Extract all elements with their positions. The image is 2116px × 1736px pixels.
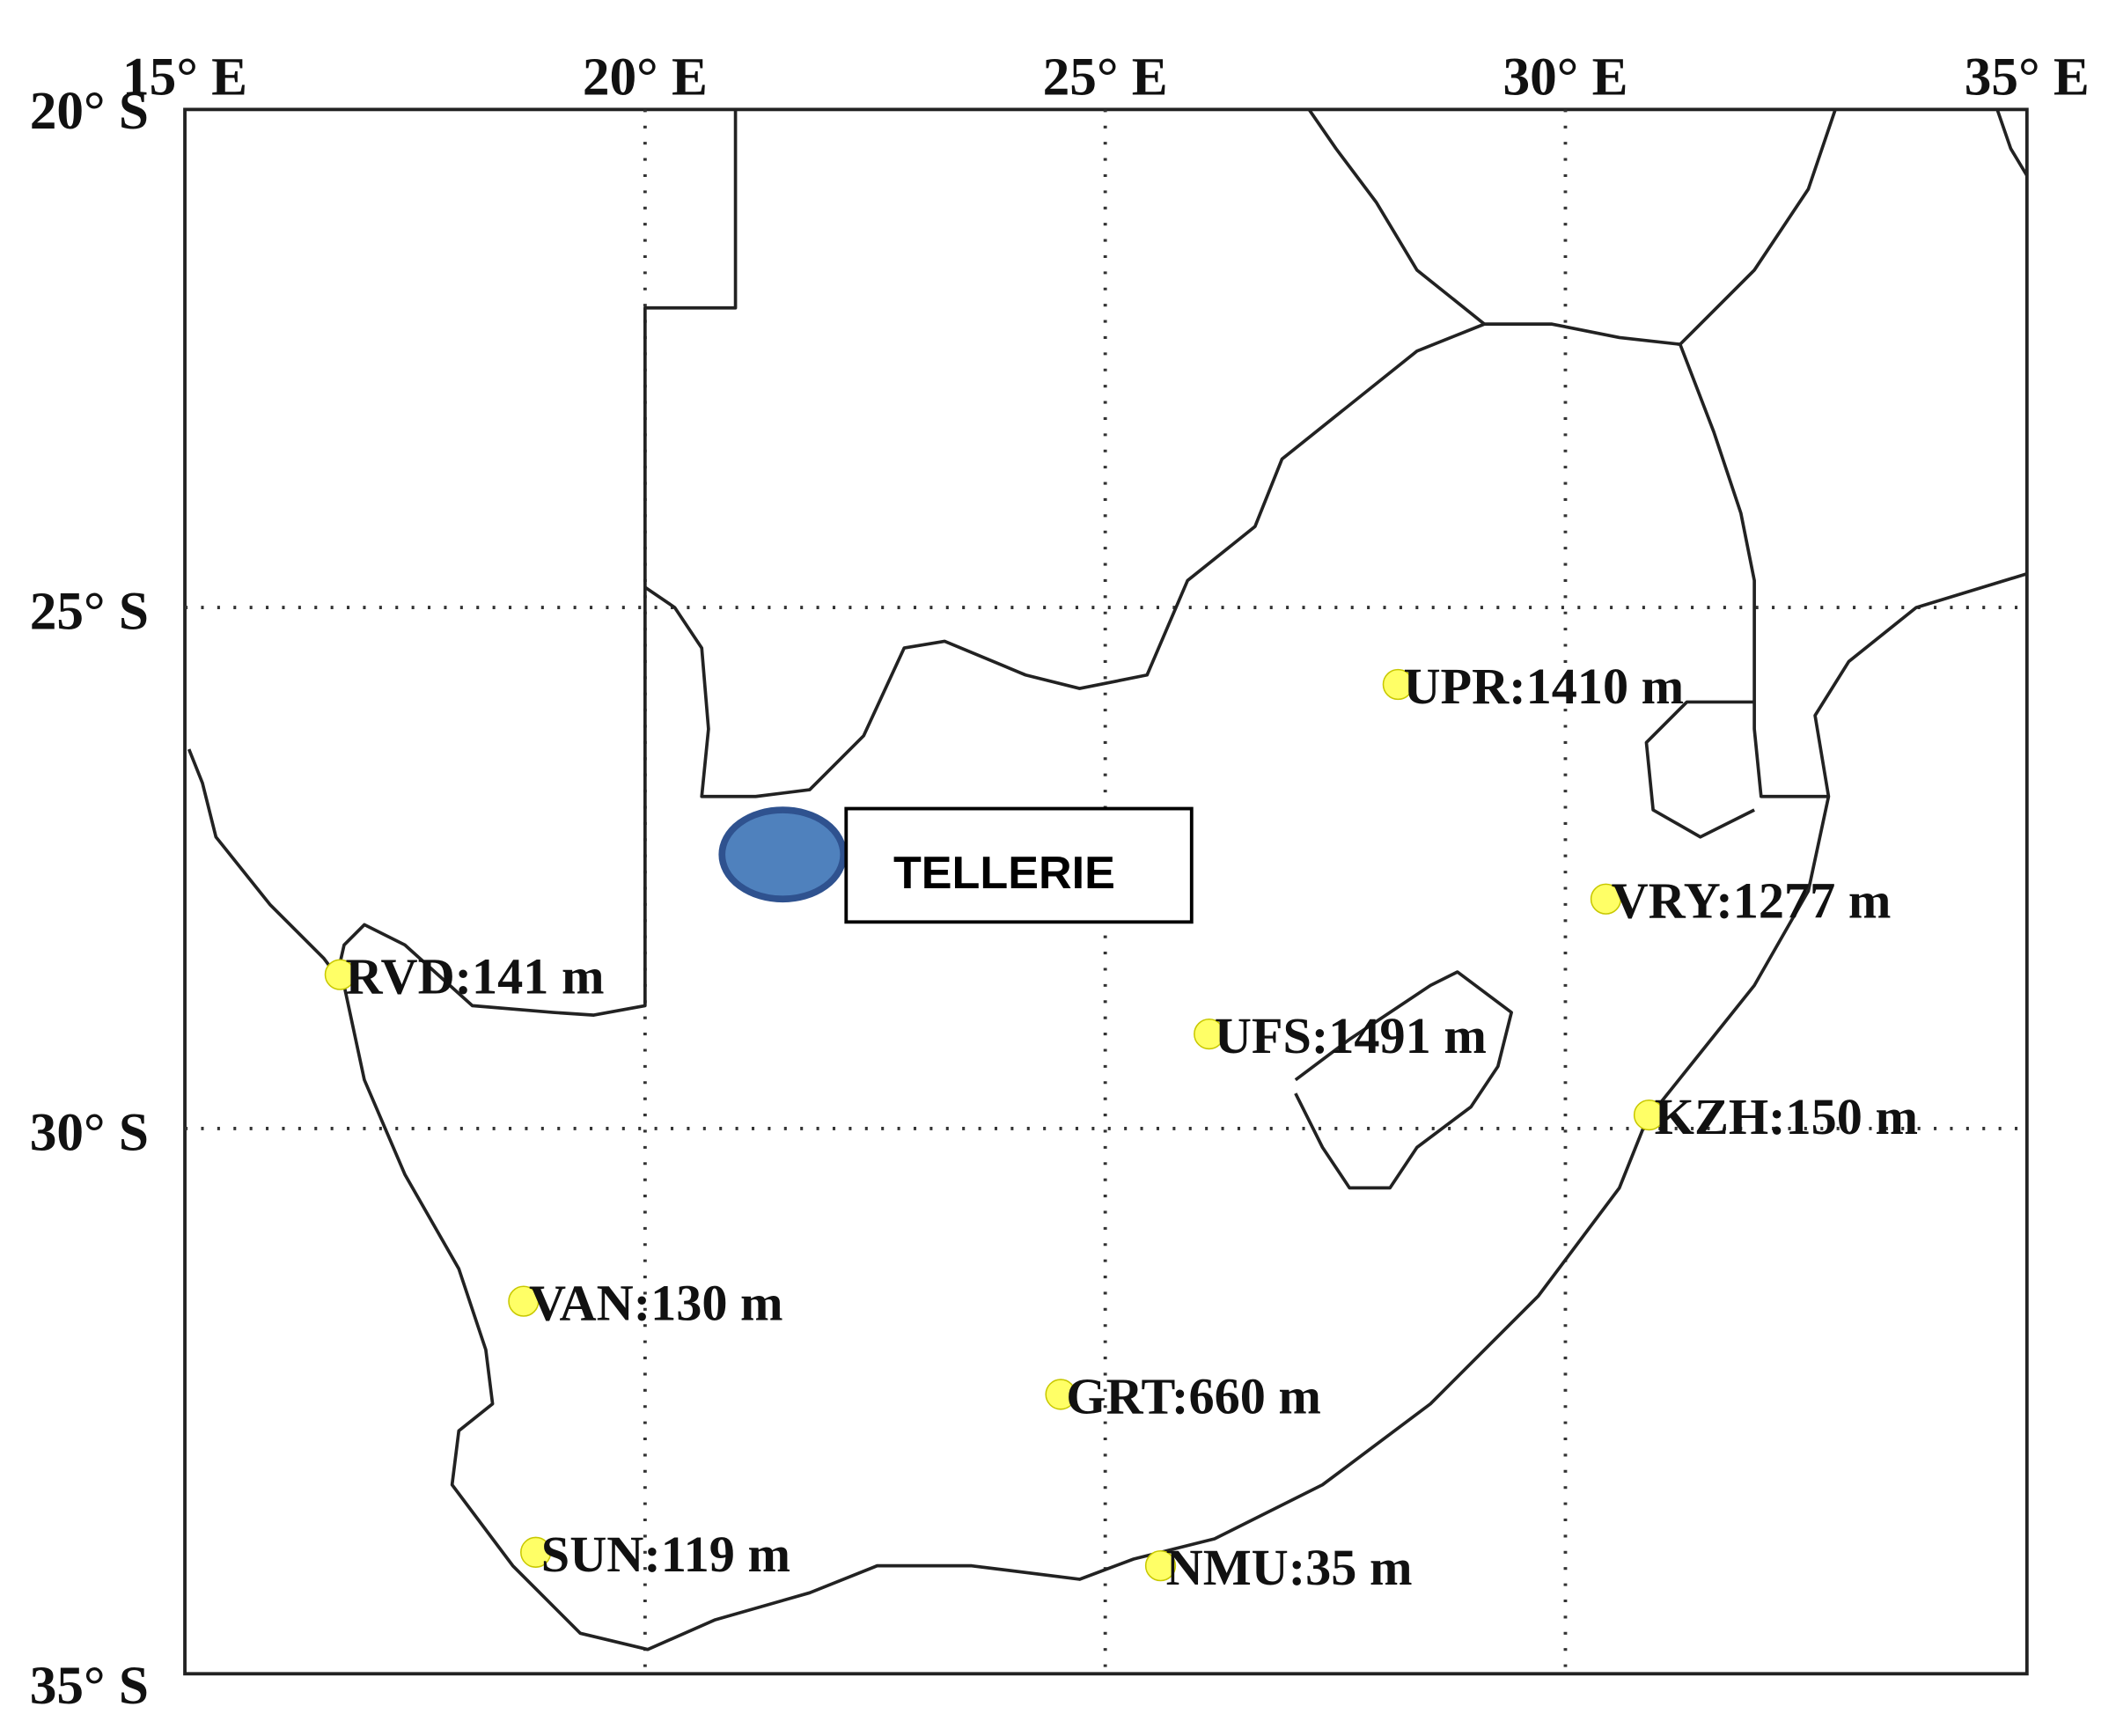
y-tick-label: 35° S [30,1656,149,1716]
station-label: SUN:119 m [541,1526,790,1583]
mozambique-border [1679,343,1829,798]
y-tick-label: 25° S [30,582,149,642]
coastline [187,572,2028,1651]
y-tick-label: 30° S [30,1102,149,1162]
station-marker [1633,1099,1665,1131]
station-label: UFS:1491 m [1215,1007,1487,1064]
x-tick-label: 25° E [1043,47,1168,107]
station-marker [1194,1018,1225,1050]
x-tick-label: 35° E [1965,47,2090,107]
axis-labels: 15° E 20° E 25° E 30° E 35° E 20° S 25° S 30° S… [30,47,2090,1716]
namibia-border [335,109,738,1017]
station-marker [1045,1379,1076,1410]
station-marker [520,1536,552,1568]
station-label: NMU:35 m [1166,1539,1413,1596]
stations: UPR:1410 m VRY:1277 m RVD:141 m UFS:1491 m K… [324,658,1918,1596]
swaziland-border [1644,700,1755,839]
x-tick-label: 20° E [583,47,708,107]
station-label: RVD:141 m [345,948,604,1005]
station-label: VAN:130 m [529,1275,783,1332]
botswana-border [643,322,1680,798]
site-label: TELLERIE [893,848,1115,899]
station-marker [1144,1550,1177,1582]
north-border [1995,108,2029,177]
x-tick-label: 15° E [122,47,247,107]
north-border [1679,108,1837,346]
site-box [844,806,1194,924]
zimbabwe-border [1307,108,1486,326]
borders [187,108,2029,1651]
x-tick-label: 30° E [1503,47,1627,107]
station-marker [1382,668,1414,701]
station-marker [324,959,356,990]
station-marker [1590,883,1622,915]
y-tick-label: 20° S [30,81,149,141]
station-label: GRT:660 m [1066,1367,1321,1424]
station-label: VRY:1277 m [1612,872,1892,930]
station-label: KZH:150 m [1655,1088,1918,1145]
station-label: UPR:1410 m [1403,658,1684,715]
lesotho-border [1294,970,1513,1190]
station-marker [508,1285,540,1317]
site-marker [718,806,848,903]
